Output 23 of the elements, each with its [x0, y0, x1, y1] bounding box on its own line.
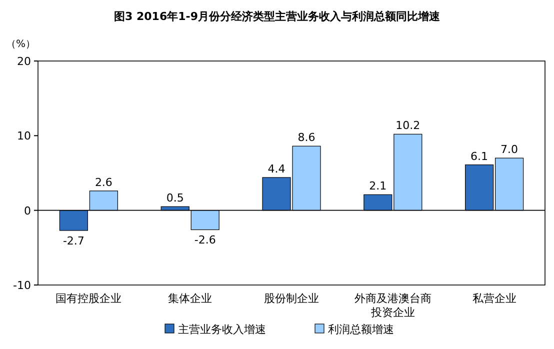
data-label: 4.4	[268, 162, 286, 176]
data-label: -2.6	[194, 234, 216, 247]
chart-title: 图3 2016年1-9月份分经济类型主营业务收入与利润总额同比增速	[114, 10, 441, 23]
data-label: 10.2	[396, 119, 420, 132]
legend-label: 主营业务收入增速	[178, 323, 266, 336]
x-tick-label: 外商及港澳台商投资企业	[354, 292, 432, 319]
y-tick-label: -10	[13, 279, 31, 292]
x-tick-label: 股份制企业	[264, 292, 319, 305]
y-tick-label: 20	[17, 55, 31, 68]
x-tick-label: 集体企业	[168, 292, 212, 305]
y-tick-label: 10	[17, 130, 31, 143]
data-label: 2.6	[94, 176, 112, 189]
data-label: 7.0	[500, 143, 518, 156]
y-tick-label: 0	[24, 204, 31, 218]
data-label: 2.1	[369, 180, 387, 193]
data-label: 0.5	[166, 192, 184, 205]
data-label: 8.6	[298, 131, 316, 144]
x-tick-label: 私营企业	[472, 292, 516, 305]
data-label: -2.7	[62, 234, 84, 248]
data-label: 6.1	[470, 150, 488, 163]
y-axis-title: （%）	[6, 39, 36, 50]
legend-label: 利润总额增速	[328, 323, 394, 336]
x-tick-label: 国有控股企业	[56, 292, 122, 305]
